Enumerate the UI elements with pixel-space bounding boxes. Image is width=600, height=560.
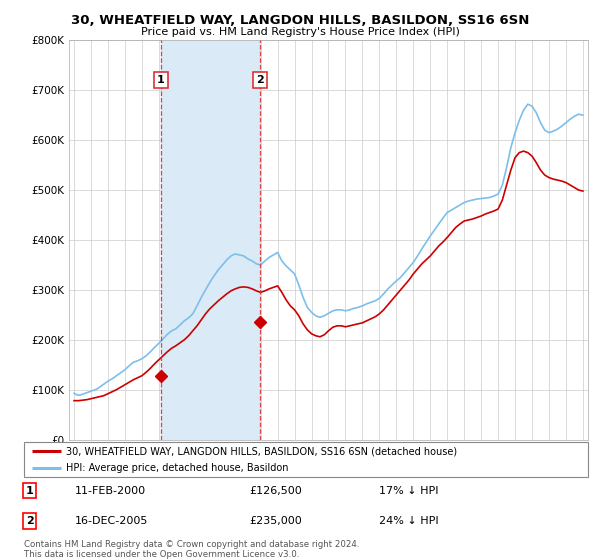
Text: £235,000: £235,000 bbox=[250, 516, 302, 526]
Text: £126,500: £126,500 bbox=[250, 486, 302, 496]
Text: 1: 1 bbox=[26, 486, 34, 496]
Text: Price paid vs. HM Land Registry's House Price Index (HPI): Price paid vs. HM Land Registry's House … bbox=[140, 27, 460, 37]
Text: 11-FEB-2000: 11-FEB-2000 bbox=[75, 486, 146, 496]
Text: 30, WHEATFIELD WAY, LANGDON HILLS, BASILDON, SS16 6SN: 30, WHEATFIELD WAY, LANGDON HILLS, BASIL… bbox=[71, 14, 529, 27]
Text: HPI: Average price, detached house, Basildon: HPI: Average price, detached house, Basi… bbox=[66, 464, 289, 473]
Text: 1: 1 bbox=[157, 75, 165, 85]
Text: Contains HM Land Registry data © Crown copyright and database right 2024.: Contains HM Land Registry data © Crown c… bbox=[24, 540, 359, 549]
Bar bbox=[161, 40, 260, 440]
Text: 24% ↓ HPI: 24% ↓ HPI bbox=[379, 516, 439, 526]
Text: 30, WHEATFIELD WAY, LANGDON HILLS, BASILDON, SS16 6SN (detached house): 30, WHEATFIELD WAY, LANGDON HILLS, BASIL… bbox=[66, 446, 457, 456]
Text: 2: 2 bbox=[256, 75, 264, 85]
FancyBboxPatch shape bbox=[24, 442, 588, 477]
Text: This data is licensed under the Open Government Licence v3.0.: This data is licensed under the Open Gov… bbox=[24, 550, 299, 559]
Text: 17% ↓ HPI: 17% ↓ HPI bbox=[379, 486, 439, 496]
Text: 16-DEC-2005: 16-DEC-2005 bbox=[75, 516, 148, 526]
Text: 2: 2 bbox=[26, 516, 34, 526]
